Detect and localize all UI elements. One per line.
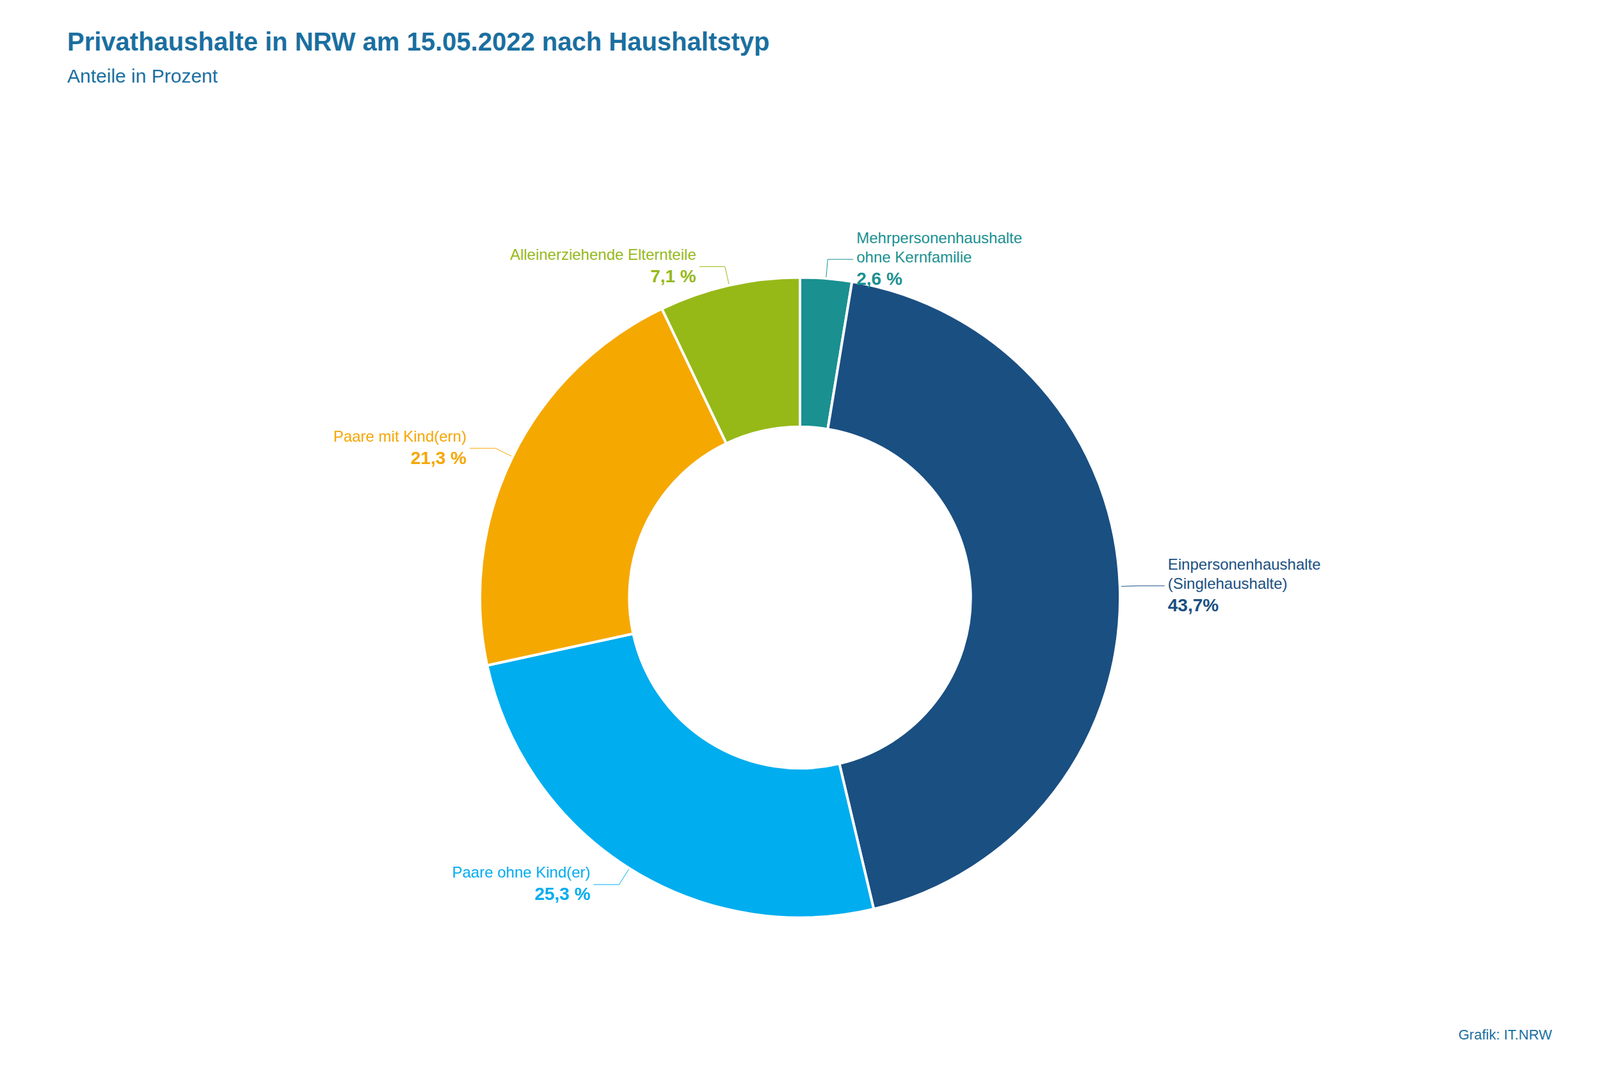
svg-text:2,6 %: 2,6 % [856, 268, 903, 289]
svg-text:Anteile in Prozent: Anteile in Prozent [67, 65, 219, 87]
svg-text:43,7%: 43,7% [1168, 595, 1219, 616]
svg-text:Mehrpersonenhaushalte: Mehrpersonenhaushalte [856, 229, 1023, 247]
svg-text:Paare mit Kind(ern): Paare mit Kind(ern) [333, 427, 467, 445]
svg-text:Grafik: IT.NRW: Grafik: IT.NRW [1458, 1026, 1553, 1043]
svg-text:ohne Kernfamilie: ohne Kernfamilie [856, 248, 972, 266]
svg-text:25,3 %: 25,3 % [534, 883, 591, 904]
svg-text:Privathaushalte in NRW am 15.0: Privathaushalte in NRW am 15.05.2022 nac… [67, 27, 770, 56]
svg-text:7,1 %: 7,1 % [650, 266, 697, 287]
svg-text:Einpersonenhaushalte: Einpersonenhaushalte [1168, 555, 1321, 573]
svg-text:21,3 %: 21,3 % [410, 448, 467, 468]
svg-text:(Singlehaushalte): (Singlehaushalte) [1168, 574, 1288, 592]
svg-text:Alleinerziehende Elternteile: Alleinerziehende Elternteile [510, 245, 697, 264]
svg-text:Paare ohne Kind(er): Paare ohne Kind(er) [451, 863, 591, 881]
